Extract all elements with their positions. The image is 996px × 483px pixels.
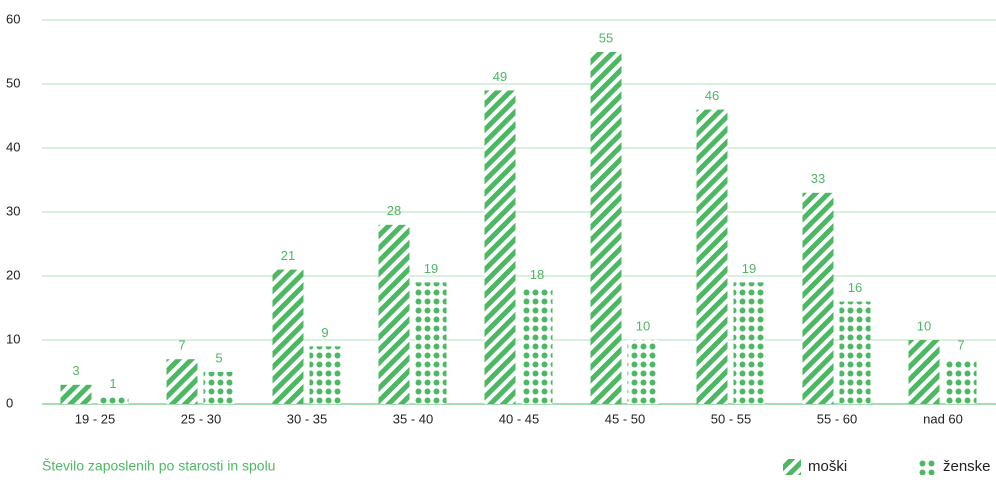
bar [203, 372, 235, 404]
legend-label: moški [808, 458, 847, 475]
x-tick-label: 35 - 40 [393, 411, 433, 426]
bar [166, 359, 198, 404]
value-label: 16 [848, 280, 862, 295]
bar [590, 52, 622, 404]
y-tick-label: 20 [6, 267, 20, 282]
bar [945, 359, 977, 404]
bar [97, 397, 129, 404]
x-tick-label: 25 - 30 [181, 411, 221, 426]
y-tick-label: 60 [6, 11, 20, 26]
bar [415, 282, 447, 404]
y-tick-label: 30 [6, 203, 20, 218]
value-label: 7 [178, 338, 185, 353]
chart-title: Število zaposlenih po starosti in spolu [42, 458, 275, 474]
bar [309, 346, 341, 404]
value-label: 10 [917, 318, 931, 333]
value-label: 9 [321, 325, 328, 340]
value-label: 33 [811, 171, 825, 186]
y-tick-label: 0 [6, 395, 13, 410]
value-label: 18 [530, 267, 544, 282]
y-tick-label: 40 [6, 139, 20, 154]
value-label: 49 [493, 69, 507, 84]
value-label: 5 [215, 350, 222, 365]
bar [627, 340, 659, 404]
bar [484, 90, 516, 405]
legend-swatch [783, 459, 801, 475]
value-label: 21 [281, 248, 295, 263]
x-tick-label: 19 - 25 [75, 411, 115, 426]
bar [378, 224, 410, 404]
value-label: 55 [599, 30, 613, 45]
x-tick-label: 30 - 35 [287, 411, 327, 426]
value-label: 19 [742, 261, 756, 276]
value-label: 19 [424, 261, 438, 276]
value-label: 46 [705, 88, 719, 103]
bar [272, 269, 304, 404]
value-label: 3 [72, 363, 79, 378]
value-label: 10 [636, 318, 650, 333]
y-tick-label: 10 [6, 331, 20, 346]
value-label: 1 [109, 376, 116, 391]
legend-label: ženske [943, 458, 991, 475]
value-label: 28 [387, 203, 401, 218]
bar [733, 282, 765, 404]
x-tick-label: nad 60 [923, 411, 963, 426]
bar [696, 109, 728, 404]
bar [908, 340, 940, 404]
x-tick-label: 50 - 55 [711, 411, 751, 426]
x-tick-label: 45 - 50 [605, 411, 645, 426]
bar [802, 192, 834, 404]
y-tick-label: 50 [6, 75, 20, 90]
bar [521, 288, 553, 404]
legend-swatch [918, 459, 936, 475]
x-tick-label: 55 - 60 [817, 411, 857, 426]
value-label: 7 [957, 338, 964, 353]
bar [60, 384, 92, 404]
bar [839, 301, 871, 404]
x-tick-label: 40 - 45 [499, 411, 539, 426]
